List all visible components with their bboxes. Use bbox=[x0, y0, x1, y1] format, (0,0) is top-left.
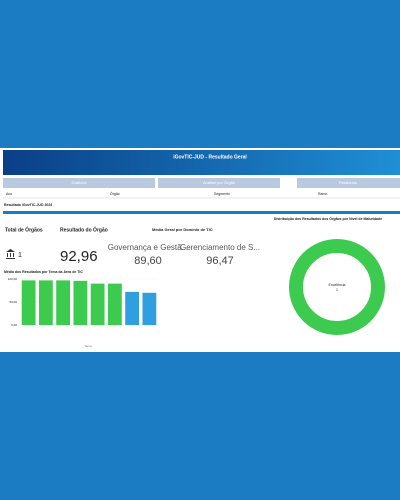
tab-label: Gráficos bbox=[72, 180, 87, 185]
bar bbox=[90, 283, 105, 325]
section-bar bbox=[3, 211, 400, 214]
section-title: Resultado iGovTIC-JUD 2024 bbox=[4, 203, 52, 207]
domain-value: 89,60 bbox=[134, 255, 162, 267]
donut-segment bbox=[289, 239, 385, 335]
tab[interactable] bbox=[297, 178, 400, 188]
kpi-label: Média Geral por Domínio de TIC bbox=[152, 227, 213, 232]
bar bbox=[73, 280, 88, 325]
chart-title: Média dos Resultados por Tema da Área de… bbox=[4, 269, 83, 274]
domain-value: 96,47 bbox=[206, 255, 234, 267]
tab[interactable] bbox=[158, 178, 280, 188]
filter-label[interactable]: Órgão bbox=[110, 191, 120, 196]
kpi-value: 92,96 bbox=[60, 248, 98, 265]
y-tick-label: 100,00 bbox=[8, 277, 18, 281]
filter-label[interactable]: Ano bbox=[6, 192, 12, 196]
kpi-label: Resultado do Órgão bbox=[60, 225, 108, 233]
tab-label: Análise por Órgão bbox=[203, 180, 236, 185]
tab[interactable] bbox=[3, 178, 155, 188]
filter-label[interactable]: Segmento bbox=[214, 192, 230, 196]
bar bbox=[125, 291, 140, 325]
kpi-value: 1 bbox=[18, 252, 22, 259]
domain-name: Gerenciamento de S... bbox=[180, 243, 260, 252]
bar bbox=[21, 280, 36, 325]
tab-label: Relatórios bbox=[339, 180, 357, 185]
bar bbox=[38, 280, 53, 325]
kpi-label: Total de Órgãos bbox=[5, 225, 43, 233]
y-tick-label: 50,00 bbox=[9, 300, 17, 304]
bar bbox=[56, 280, 71, 325]
bar bbox=[107, 283, 122, 325]
filter-label[interactable]: Ramo bbox=[318, 192, 327, 196]
bar bbox=[142, 292, 157, 325]
header-title: iGovTIC-JUD - Resultado Geral bbox=[173, 154, 247, 160]
domain-name: Governança e Gestã... bbox=[108, 243, 189, 252]
slice-value: 1 bbox=[336, 288, 338, 292]
x-axis-label: Tema bbox=[84, 344, 92, 348]
building-icon bbox=[6, 249, 15, 259]
y-tick-label: 0,00 bbox=[11, 323, 17, 327]
slice-label: Excelência bbox=[329, 283, 346, 287]
header-bar bbox=[3, 150, 400, 175]
chart-title: Distribuição dos Resultados dos Órgãos p… bbox=[274, 216, 382, 221]
